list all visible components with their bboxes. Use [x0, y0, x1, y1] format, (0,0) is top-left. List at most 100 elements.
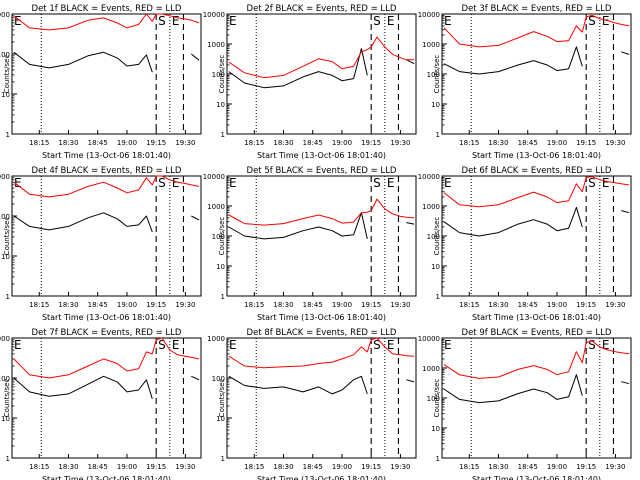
panel-8f-marker-label: E [229, 338, 237, 352]
panel-8f-xtick-label: 18:15 [244, 463, 264, 471]
panel-8f-title: Det 8f BLACK = Events, RED = LLD [247, 328, 397, 338]
panel-9f-marker-label: E [444, 338, 452, 352]
panel-1f-xtick-label: 18:45 [88, 139, 108, 147]
panel-3f-ytick-label: 1 [436, 131, 440, 139]
panel-7f-marker-label: E [14, 338, 22, 352]
panel-8f-ytick-label: 1 [221, 455, 225, 463]
panel-7f-ytick-label: 10 [1, 415, 10, 423]
panel-7f-xtick-label: 19:00 [117, 463, 137, 471]
panel-5f-series-lld [228, 198, 415, 226]
panel-3f-xtick-label: 19:15 [576, 139, 596, 147]
panel-2f-series-events [406, 59, 415, 65]
panel-8f-xlabel: Start Time (13-Oct-06 18:01:40) [257, 475, 386, 480]
panel-2f-marker-label: S [373, 14, 381, 28]
panel-5f-ytick-label: 1 [221, 293, 225, 301]
panel-2f-ylabel: Counts/sec [218, 55, 226, 94]
panel-2f-xtick-label: 18:30 [273, 139, 293, 147]
panel-4f-marker-label: E [172, 176, 180, 190]
panel-4f-xlabel: Start Time (13-Oct-06 18:01:40) [42, 313, 171, 322]
panel-1f-series-events [190, 53, 200, 61]
panel-9f: Det 9f BLACK = Events, RED = LLD Counts/s… [418, 328, 632, 480]
panel-6f-xtick-label: 19:15 [576, 301, 596, 309]
panel-3f-series-events [621, 51, 630, 55]
panel-1f-ylabel: Counts/sec [3, 55, 11, 94]
panel-2f-ytick-label: 1000 [207, 41, 225, 49]
panel-5f: Det 5f BLACK = Events, RED = LLD Counts/s… [203, 166, 417, 322]
panel-4f-series-lld [13, 175, 200, 198]
panel-8f-xtick-label: 18:30 [273, 463, 293, 471]
panel-8f-xtick-label: 19:15 [361, 463, 381, 471]
panel-6f-frame [441, 175, 632, 297]
panel-5f-xtick-label: 18:45 [303, 301, 323, 309]
panel-7f-xlabel: Start Time (13-Oct-06 18:01:40) [42, 475, 171, 480]
panel-4f-ytick-label: 10 [1, 253, 10, 261]
panel-7f-series-events [191, 375, 200, 381]
panel-7f-frame [11, 337, 202, 459]
panel-6f-marker-label: E [602, 176, 610, 190]
panel-7f-xtick-label: 19:15 [146, 463, 166, 471]
panel-2f-ytick-label: 10 [216, 101, 225, 109]
panel-6f-xtick-label: 18:45 [518, 301, 538, 309]
panel-5f-xtick-label: 18:15 [244, 301, 264, 309]
panel-6f-ylabel: Counts/sec [433, 217, 441, 256]
panel-2f-xlabel: Start Time (13-Oct-06 18:01:40) [257, 151, 386, 160]
panel-3f-xtick-label: 19:30 [605, 139, 625, 147]
panel-3f-xlabel: Start Time (13-Oct-06 18:01:40) [472, 151, 601, 160]
panel-6f-title: Det 6f BLACK = Events, RED = LLD [462, 166, 612, 176]
panel-6f-xtick-label: 18:15 [459, 301, 479, 309]
panel-5f-marker-label: E [387, 176, 395, 190]
panel-5f-xtick-label: 19:15 [361, 301, 381, 309]
panel-3f-series-lld [443, 14, 630, 48]
panel-1f-xtick-label: 19:15 [146, 139, 166, 147]
panel-3f-xtick-label: 18:15 [459, 139, 479, 147]
panel-3f-frame [441, 13, 632, 135]
panel-7f: Det 7f BLACK = Events, RED = LLD Counts/s… [0, 328, 202, 480]
panel-5f-xtick-label: 18:30 [273, 301, 293, 309]
panel-4f-ytick-label: 1 [6, 293, 10, 301]
panel-1f-frame [11, 13, 202, 135]
panel-7f-ytick-label: 1 [6, 455, 10, 463]
panel-3f-title: Det 3f BLACK = Events, RED = LLD [462, 4, 612, 14]
panel-2f-series-events [228, 48, 368, 89]
panel-1f-xtick-label: 19:00 [117, 139, 137, 147]
panel-2f-xtick-label: 19:30 [390, 139, 410, 147]
panel-8f-ytick-label: 100 [212, 375, 225, 383]
panel-5f-marker-label: E [229, 176, 237, 190]
panel-9f-xtick-label: 18:15 [459, 463, 479, 471]
panel-3f-marker-label: E [602, 14, 610, 28]
panel-8f-xtick-label: 18:45 [303, 463, 323, 471]
panel-3f-ytick-label: 1000 [422, 41, 440, 49]
panel-3f: Det 3f BLACK = Events, RED = LLD Counts/s… [418, 4, 632, 160]
panel-3f-xtick-label: 18:45 [518, 139, 538, 147]
panel-3f-xtick-label: 19:00 [547, 139, 567, 147]
panel-1f-series-lld [13, 13, 200, 31]
panel-7f-ylabel: Counts/sec [3, 379, 11, 418]
panel-1f-xtick-label: 18:30 [58, 139, 78, 147]
panel-4f-xtick-label: 18:15 [29, 301, 49, 309]
panel-1f-xlabel: Start Time (13-Oct-06 18:01:40) [42, 151, 171, 160]
panel-6f-series-events [621, 210, 630, 214]
panel-4f-series-events [191, 215, 200, 221]
panel-5f-ytick-label: 100 [212, 233, 225, 241]
panel-5f-frame [226, 175, 417, 297]
panel-3f-ytick-label: 10000 [418, 11, 440, 19]
panel-6f-xtick-label: 19:30 [605, 301, 625, 309]
panel-4f-xtick-label: 19:15 [146, 301, 166, 309]
panel-2f-xtick-label: 19:00 [332, 139, 352, 147]
panel-6f-marker-label: S [588, 176, 596, 190]
panel-4f-ytick-label: 1000 [0, 173, 10, 181]
panel-1f-ytick-label: 10 [1, 91, 10, 99]
panel-4f-marker-label: E [14, 176, 22, 190]
panel-6f-marker-label: E [444, 176, 452, 190]
panel-7f-xtick-label: 18:45 [88, 463, 108, 471]
panel-5f-ytick-label: 10 [216, 263, 225, 271]
panel-8f-series-events [228, 375, 368, 395]
panel-5f-series-events [406, 222, 415, 225]
panel-1f-xtick-label: 19:30 [175, 139, 195, 147]
panel-7f-title: Det 7f BLACK = Events, RED = LLD [32, 328, 182, 338]
panel-9f-xtick-label: 18:45 [518, 463, 538, 471]
panel-2f-series-lld [228, 36, 415, 79]
panel-9f-xtick-label: 19:30 [605, 463, 625, 471]
panel-9f-ytick-label: 100 [427, 395, 440, 403]
panel-3f-ytick-label: 100 [427, 71, 440, 79]
